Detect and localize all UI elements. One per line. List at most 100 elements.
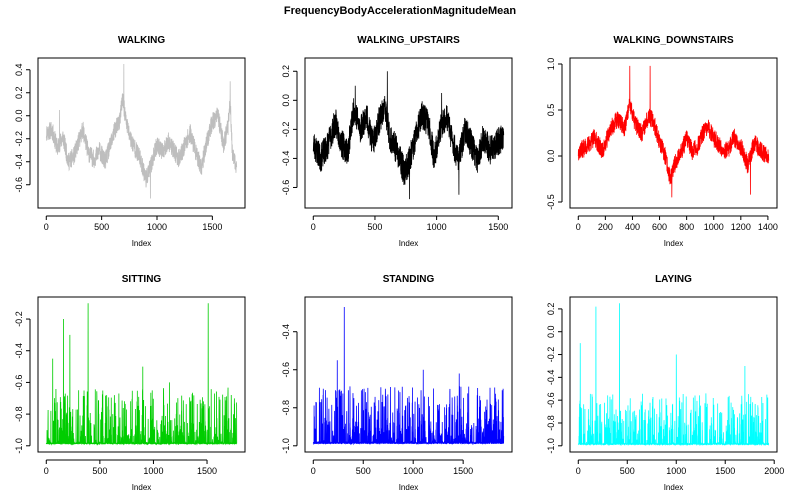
plot-frame: [304, 296, 513, 453]
x-tick-label: 200: [598, 222, 613, 232]
y-tick-label: 0.0: [546, 150, 556, 163]
x-axis-label: Index: [132, 239, 152, 248]
y-tick-label: 0.5: [546, 104, 556, 117]
panel-title: WALKING_DOWNSTAIRS: [613, 35, 734, 46]
panel-title: STANDING: [383, 274, 435, 285]
main-title: FrequencyBodyAccelerationMagnitudeMean: [283, 5, 517, 17]
y-tick-label: -0.6: [281, 362, 291, 378]
panel-standing: STANDING 0 500 1000 1500 Index -1.0 -0.8 -0.6 -0.…: [281, 274, 513, 492]
x-tick-label: 400: [625, 222, 640, 232]
x-tick-label: 1500: [488, 222, 508, 232]
series-line: [45, 63, 238, 199]
x-tick-label: 500: [367, 222, 382, 232]
y-tick-label: -0.4: [281, 151, 291, 167]
x-tick-label: 0: [576, 466, 581, 476]
x-tick-label: 1500: [453, 466, 473, 476]
y-tick-label: -0.6: [14, 375, 24, 391]
y-tick-label: 1.0: [546, 58, 556, 71]
y-tick-label: -0.2: [546, 347, 556, 363]
x-tick-label: 0: [44, 222, 49, 232]
y-axis: -1.0 -0.8 -0.6 -0.4 -0.2 0.0 0.2: [546, 303, 563, 454]
y-tick-label: 0.0: [14, 109, 24, 122]
x-tick-label: 1400: [758, 222, 778, 232]
x-tick-label: 500: [620, 466, 635, 476]
panel-title: WALKING: [118, 35, 165, 46]
y-tick-label: -1.0: [281, 438, 291, 454]
y-axis: -0.6 -0.4 -0.2 0.0 0.2 0.4: [14, 63, 31, 193]
series-line: [45, 303, 238, 446]
x-tick-label: 0: [311, 466, 316, 476]
y-tick-label: -0.6: [546, 392, 556, 408]
series-line: [577, 65, 770, 198]
x-tick-label: 1000: [666, 466, 686, 476]
x-tick-label: 1000: [403, 466, 423, 476]
x-tick-label: 1000: [147, 222, 167, 232]
x-axis-label: Index: [664, 483, 684, 492]
y-axis: -1.0 -0.8 -0.6 -0.4 -0.2: [14, 311, 31, 454]
plot-frame: [569, 296, 778, 453]
y-axis: -0.6 -0.4 -0.2 0.0 0.2: [281, 65, 298, 196]
y-tick-label: -1.0: [546, 438, 556, 454]
x-axis-label: Index: [399, 483, 419, 492]
x-axis-label: Index: [132, 483, 152, 492]
series-line: [312, 306, 505, 446]
x-axis: 0 500 1000 1500: [44, 215, 222, 232]
x-axis: 0 500 1000 1500: [311, 215, 508, 232]
y-tick-label: -0.2: [14, 311, 24, 327]
panel-sitting: SITTING 0 500 1000 1500 Index -1.0 -0.8 -0.6 -0.4…: [14, 274, 246, 492]
y-tick-label: -0.2: [14, 131, 24, 147]
y-tick-label: -0.6: [281, 180, 291, 196]
x-tick-label: 0: [311, 222, 316, 232]
x-tick-label: 1500: [715, 466, 735, 476]
x-tick-label: 1500: [197, 466, 217, 476]
y-tick-label: 0.0: [546, 325, 556, 338]
y-tick-label: 0.4: [14, 63, 24, 76]
x-tick-label: 1000: [427, 222, 447, 232]
y-tick-label: -0.8: [281, 400, 291, 416]
plot-frame: [569, 57, 778, 209]
y-tick-label: -0.4: [546, 370, 556, 386]
plot-frame: [37, 57, 246, 209]
y-tick-label: 0.2: [546, 303, 556, 316]
x-tick-label: 800: [679, 222, 694, 232]
x-axis: 0 500 1000 1500: [311, 459, 473, 476]
y-tick-label: -0.4: [14, 154, 24, 170]
panel-title: WALKING_UPSTAIRS: [357, 35, 460, 46]
y-tick-label: -0.8: [546, 415, 556, 431]
x-tick-label: 500: [356, 466, 371, 476]
x-tick-label: 1000: [704, 222, 724, 232]
x-tick-label: 1200: [731, 222, 751, 232]
plot-frame: [37, 296, 246, 453]
y-tick-label: -0.8: [14, 406, 24, 422]
y-axis: -0.5 0.0 0.5 1.0: [546, 58, 563, 210]
x-tick-label: 500: [92, 466, 107, 476]
x-tick-label: 1500: [202, 222, 222, 232]
x-tick-label: 2000: [764, 466, 784, 476]
y-tick-label: -0.4: [281, 324, 291, 340]
y-tick-label: 0.2: [14, 86, 24, 99]
x-tick-label: 0: [44, 466, 49, 476]
x-axis-label: Index: [399, 239, 419, 248]
y-tick-label: -0.6: [14, 177, 24, 193]
y-tick-label: -1.0: [14, 438, 24, 454]
x-tick-label: 1000: [143, 466, 163, 476]
y-axis: -1.0 -0.8 -0.6 -0.4: [281, 324, 298, 454]
x-axis: 0 200 400 600 800 1000 1200 1400: [576, 215, 778, 232]
x-tick-label: 600: [652, 222, 667, 232]
series-line: [577, 303, 770, 447]
y-tick-label: -0.5: [546, 194, 556, 210]
panel-walking: WALKING 0 500 1000 1500 Index -0.6 -0.4 -0.2 0.0 0…: [14, 35, 246, 248]
y-tick-label: -0.2: [281, 122, 291, 138]
y-tick-label: 0.2: [281, 65, 291, 78]
plot-frame: [304, 57, 513, 209]
panel-walking-downstairs: WALKING_DOWNSTAIRS 0 200 400 600 800 1000 1200 1…: [546, 35, 778, 248]
y-tick-label: 0.0: [281, 94, 291, 107]
x-tick-label: 0: [576, 222, 581, 232]
y-tick-label: -0.4: [14, 343, 24, 359]
x-tick-label: 500: [94, 222, 109, 232]
x-axis: 0 500 1000 1500 2000: [576, 459, 784, 476]
